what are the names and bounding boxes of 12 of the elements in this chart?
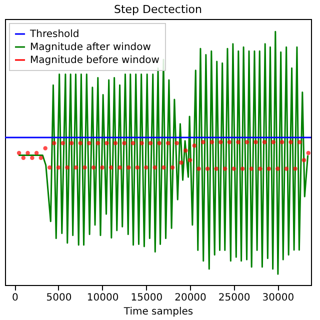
legend-label: Magnitude after window [30, 42, 151, 53]
x-tick-label: 30000 [262, 292, 294, 304]
x-tick-label: 20000 [174, 292, 206, 304]
x-tick-label: 15000 [130, 292, 163, 304]
x-tick-label: 5000 [46, 292, 72, 304]
x-tick-label: 10000 [86, 292, 119, 304]
chart-title: Step Dectection [114, 3, 202, 16]
legend-label: Magnitude before window [30, 55, 160, 66]
legend-label: Threshold [29, 29, 80, 40]
x-tick-label: 0 [12, 292, 18, 304]
x-axis-title: Time samples [122, 306, 194, 318]
x-tick-label: 25000 [218, 292, 250, 304]
